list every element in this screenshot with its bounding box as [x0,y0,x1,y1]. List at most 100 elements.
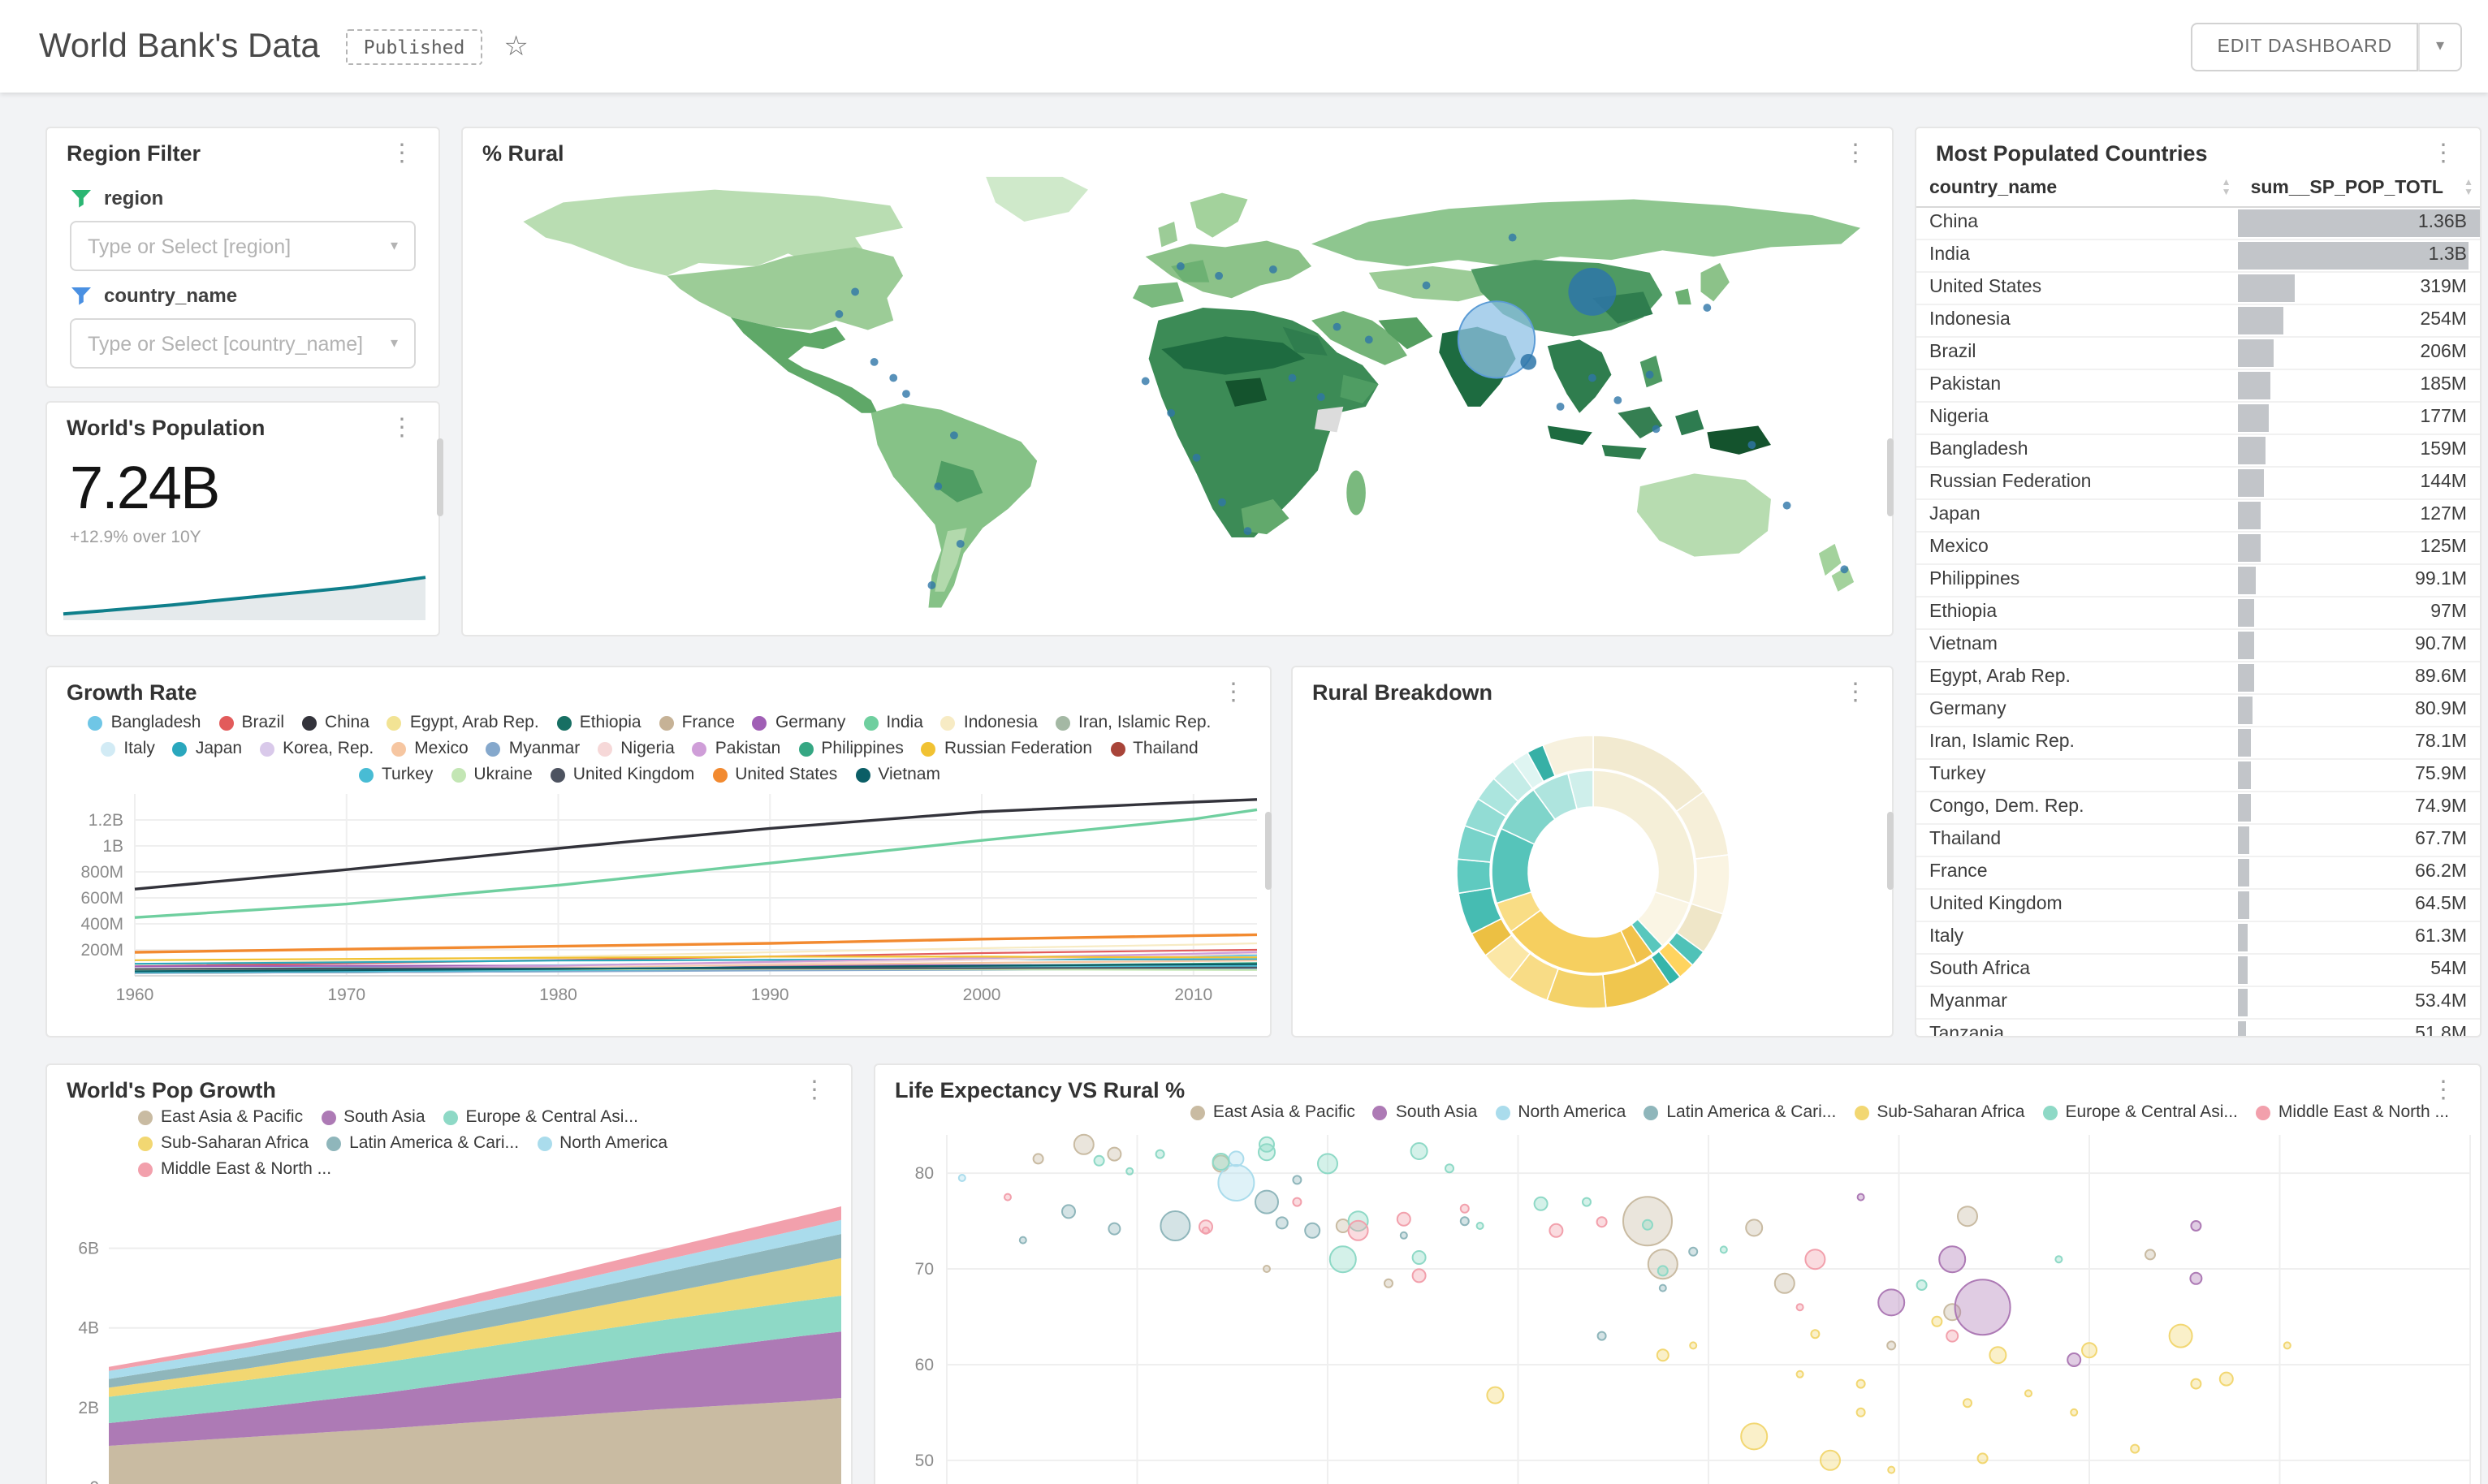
legend-item[interactable]: East Asia & Pacific [138,1107,303,1127]
value-bar [2237,209,2480,237]
column-header-population[interactable]: sum__SP_POP_TOTL [2237,170,2480,208]
table-row: Nigeria 177M [1916,402,2480,435]
legend-item[interactable]: Egypt, Arab Rep. [387,713,539,732]
favorite-star-icon[interactable] [503,30,529,63]
column-header-country[interactable]: country_name [1916,170,2238,208]
legend-item[interactable]: Japan [172,739,242,758]
rural-breakdown-chart[interactable] [1293,710,1894,1031]
chevron-down-icon [391,334,398,352]
legend-swatch [326,1136,342,1150]
svg-text:60: 60 [915,1356,934,1374]
legend-item[interactable]: Germany [752,713,845,732]
table-row: Thailand 67.7M [1916,824,2480,857]
filter-field-label: country_name [104,284,238,307]
region-select[interactable]: Type or Select [region] [70,221,416,271]
card-menu-icon[interactable] [797,1078,831,1102]
population-delta: +12.9% over 10Y [70,528,201,547]
table-row: Myanmar 53.4M [1916,986,2480,1020]
population-sparkline-chart[interactable] [60,559,440,623]
legend-item[interactable]: Sub-Saharan Africa [1854,1102,2024,1122]
card-menu-icon[interactable] [1838,680,1872,705]
card-menu-icon[interactable] [1216,680,1250,705]
country-name-select[interactable]: Type or Select [country_name] [70,318,416,369]
card-menu-icon[interactable] [385,416,419,440]
edit-dashboard-caret-button[interactable] [2417,22,2462,71]
value-label: 75.9M [2415,765,2467,784]
legend-item[interactable]: Iran, Islamic Rep. [1056,713,1211,732]
legend-label: East Asia & Pacific [161,1107,304,1127]
value-label: 254M [2420,310,2467,330]
sort-icon [2464,179,2473,198]
world-map-choropleth[interactable] [466,174,1889,628]
legend-item[interactable]: India [863,713,923,732]
legend-item[interactable]: Korea, Rep. [260,739,374,758]
legend-label: South Asia [1395,1102,1478,1122]
legend-label: India [886,713,923,732]
table-row: Mexico 125M [1916,532,2480,565]
value-label: 89.6M [2415,667,2467,687]
legend-item[interactable]: Russian Federation [921,739,1092,758]
legend-item[interactable]: Turkey [359,765,433,784]
legend-item[interactable]: South Asia [321,1107,425,1127]
country-cell: United Kingdom [1916,889,2238,922]
legend-item[interactable]: Sub-Saharan Africa [138,1133,309,1153]
table-row: Iran, Islamic Rep. 78.1M [1916,727,2480,760]
pop-growth-chart[interactable]: 02B4B6B196019701980199020002010 [47,1179,853,1484]
legend-item[interactable]: Latin America & Cari... [326,1133,519,1153]
card-title: Growth Rate [67,680,197,705]
legend-item[interactable]: South Asia [1372,1102,1478,1122]
country-cell: South Africa [1916,954,2238,987]
legend-item[interactable]: Mexico [391,739,469,758]
population-cell: 78.1M [2237,727,2480,760]
edit-dashboard-button[interactable]: EDIT DASHBOARD [2191,22,2418,71]
legend-item[interactable]: Indonesia [940,713,1038,732]
country-cell: Iran, Islamic Rep. [1916,727,2238,760]
legend-swatch [550,767,565,782]
card-menu-icon[interactable] [385,141,419,166]
country-cell: Italy [1916,921,2238,955]
legend-item[interactable]: Middle East & North ... [2255,1102,2449,1122]
card-title: Life Expectancy VS Rural % [895,1078,1186,1102]
resize-handle[interactable] [437,438,443,516]
legend-item[interactable]: China [302,713,369,732]
legend-item[interactable]: Italy [101,739,155,758]
legend-swatch [659,715,674,730]
legend-item[interactable]: Vietnam [855,765,940,784]
value-bar [2237,437,2266,464]
card-rural-map: % Rural [461,127,1894,636]
legend-item[interactable]: France [659,713,735,732]
legend-label: Mexico [414,739,469,758]
legend-item[interactable]: Ethiopia [556,713,641,732]
legend-item[interactable]: Middle East & North ... [138,1159,331,1179]
life-expectancy-chart[interactable]: 50 60 70 80 [875,1122,2482,1484]
population-cell: 1.3B [2237,239,2480,273]
legend-item[interactable]: East Asia & Pacific [1190,1102,1355,1122]
legend-label: Myanmar [508,739,581,758]
legend-item[interactable]: North America [1495,1102,1626,1122]
growth-rate-chart[interactable]: 1960 1970 1980 1990 2000 2010 200M 400M 600M 800M… [54,784,1267,1028]
card-menu-icon[interactable] [1838,141,1872,166]
svg-text:2B: 2B [78,1399,99,1417]
legend-item[interactable]: Nigeria [598,739,675,758]
legend-item[interactable]: North America [537,1133,667,1153]
legend-item[interactable]: Ukraine [451,765,533,784]
card-menu-icon[interactable] [2426,141,2460,166]
legend-item[interactable]: Myanmar [486,739,581,758]
legend-item[interactable]: United Kingdom [550,765,694,784]
legend-item[interactable]: Thailand [1110,739,1199,758]
legend-item[interactable]: United States [712,765,837,784]
legend-item[interactable]: Brazil [218,713,284,732]
legend-item[interactable]: Philippines [798,739,904,758]
resize-handle[interactable] [1887,812,1894,890]
resize-handle[interactable] [1265,812,1272,890]
published-badge[interactable]: Published [345,28,483,64]
legend-item[interactable]: Europe & Central Asi... [2042,1102,2238,1122]
resize-handle[interactable] [1887,438,1894,516]
legend-item[interactable]: Pakistan [692,739,780,758]
table-row: Russian Federation 144M [1916,467,2480,500]
legend-item[interactable]: Bangladesh [88,713,201,732]
card-menu-icon[interactable] [2426,1078,2460,1102]
legend-item[interactable]: Europe & Central Asi... [443,1107,638,1127]
legend-item[interactable]: Latin America & Cari... [1644,1102,1836,1122]
legend-swatch [260,741,275,756]
